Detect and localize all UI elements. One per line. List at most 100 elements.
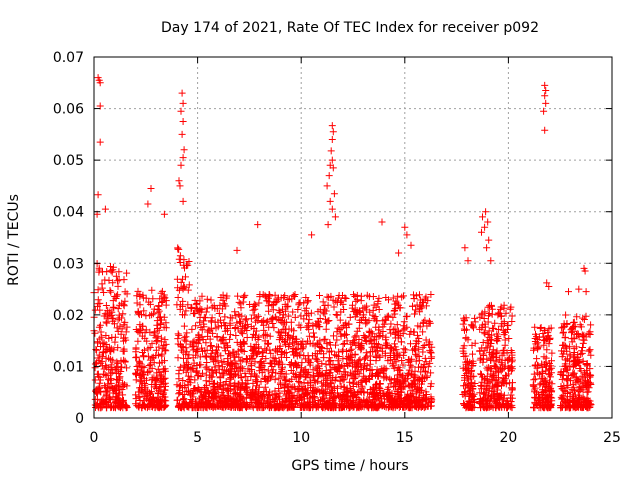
data-point	[106, 355, 114, 363]
data-point	[133, 363, 141, 370]
data-point	[481, 223, 489, 231]
data-point	[175, 375, 183, 383]
data-point	[182, 350, 190, 358]
data-point	[150, 331, 158, 339]
data-point	[148, 354, 156, 362]
data-point	[134, 308, 142, 316]
data-point	[533, 355, 541, 363]
data-point	[270, 324, 278, 332]
data-point	[110, 386, 118, 394]
data-point	[304, 298, 311, 306]
data-point	[185, 387, 192, 395]
data-point	[160, 291, 168, 299]
data-point	[175, 286, 183, 294]
data-point	[183, 329, 191, 337]
data-point	[141, 334, 149, 342]
data-point	[138, 404, 146, 412]
data-point	[235, 298, 243, 306]
data-point	[119, 310, 127, 318]
y-axis-label: ROTI / TECUs	[6, 194, 22, 286]
data-point	[181, 383, 189, 391]
data-point	[94, 354, 102, 362]
data-point	[160, 386, 168, 394]
data-point	[157, 380, 165, 388]
data-point	[543, 346, 551, 354]
data-point	[96, 388, 104, 395]
data-point	[179, 197, 187, 205]
data-point	[176, 252, 184, 260]
data-point	[325, 172, 333, 180]
data-point	[100, 398, 108, 406]
data-point	[586, 346, 594, 354]
data-point	[182, 273, 189, 281]
data-point	[286, 361, 294, 368]
data-point	[95, 383, 103, 391]
data-point	[176, 386, 184, 394]
data-point	[114, 291, 122, 299]
data-point	[145, 395, 153, 403]
chart-title: Day 174 of 2021, Rate Of TEC Index for r…	[161, 20, 539, 36]
data-point	[185, 258, 193, 265]
data-point	[112, 404, 119, 412]
data-point	[161, 403, 169, 410]
data-point	[157, 334, 165, 342]
data-point	[100, 289, 108, 296]
data-point	[232, 332, 240, 339]
y-tick-label: 0.02	[53, 308, 84, 324]
data-point	[133, 371, 140, 379]
data-point	[388, 345, 395, 353]
data-point	[156, 368, 164, 376]
data-point	[94, 338, 102, 346]
data-point	[133, 299, 141, 307]
data-point	[289, 292, 297, 300]
x-tick-label: 20	[499, 430, 517, 446]
data-point	[103, 387, 111, 395]
data-point	[157, 289, 165, 297]
data-point	[101, 382, 109, 390]
data-point	[92, 404, 99, 411]
data-point	[158, 287, 166, 295]
data-point	[158, 299, 166, 306]
data-point	[427, 369, 435, 377]
data-point	[133, 292, 141, 300]
data-point	[116, 314, 123, 322]
data-point	[287, 318, 295, 326]
data-point	[146, 300, 154, 308]
data-point	[105, 376, 112, 384]
data-point	[305, 355, 313, 363]
data-point	[149, 310, 157, 318]
data-point	[313, 356, 321, 364]
data-point	[174, 294, 182, 301]
data-point	[153, 337, 161, 344]
data-point	[161, 379, 169, 387]
data-point	[121, 358, 129, 366]
data-point	[531, 386, 539, 394]
data-point	[254, 221, 262, 229]
data-point	[569, 319, 577, 327]
data-point	[324, 301, 332, 309]
data-point	[534, 369, 542, 377]
data-point	[106, 376, 114, 384]
data-point	[112, 382, 120, 390]
data-point	[579, 314, 587, 322]
data-point	[271, 376, 279, 384]
data-point	[113, 398, 121, 406]
data-point	[180, 322, 188, 330]
data-point	[303, 311, 310, 319]
data-point	[323, 293, 331, 301]
data-point	[414, 331, 421, 339]
data-point	[177, 278, 185, 286]
data-point	[162, 402, 170, 410]
data-point	[107, 379, 115, 387]
x-tick-label: 0	[90, 430, 99, 446]
data-point	[132, 395, 140, 403]
data-point	[137, 367, 145, 375]
data-point	[330, 303, 338, 311]
data-point	[426, 348, 434, 356]
data-point	[587, 321, 595, 329]
data-point	[109, 279, 117, 287]
data-point	[207, 296, 215, 304]
data-point	[330, 332, 337, 340]
data-point	[361, 333, 369, 341]
